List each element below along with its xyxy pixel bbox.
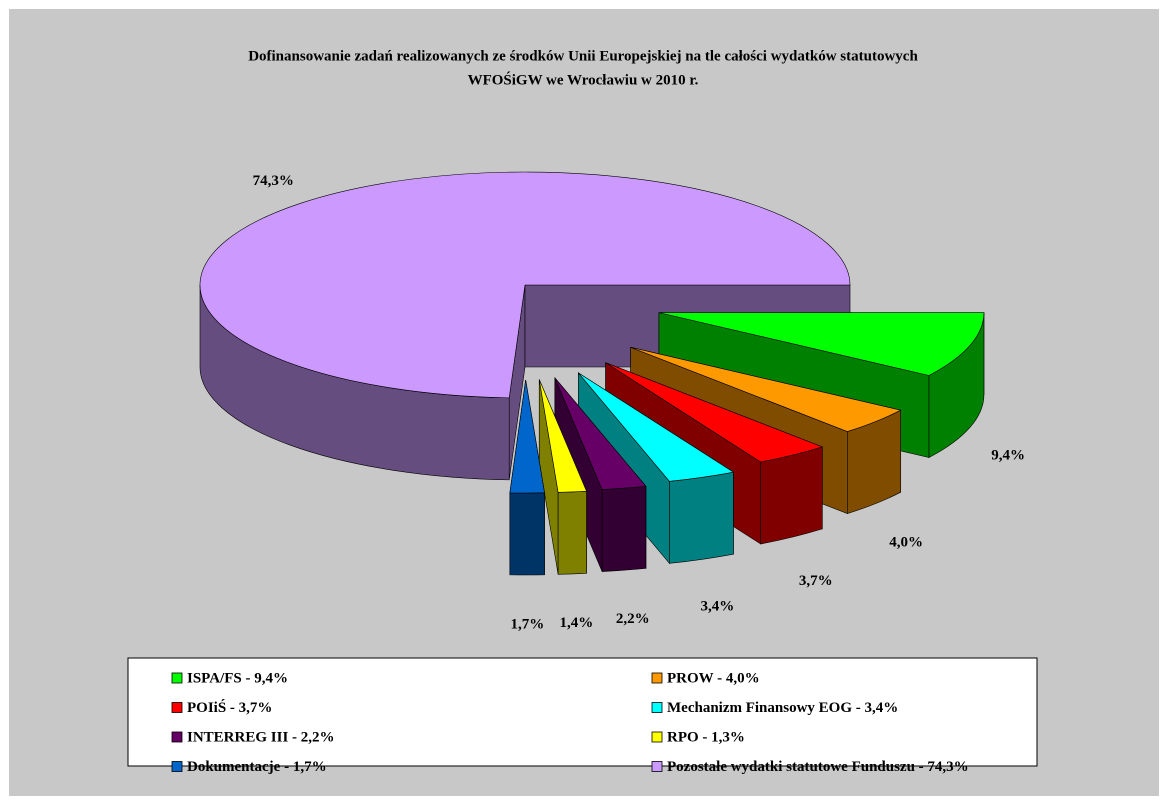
slice-side [669, 471, 734, 564]
data-label: 74,3% [253, 173, 294, 189]
slice [578, 372, 735, 482]
slice-side [509, 492, 545, 576]
slice-side [557, 490, 587, 575]
legend-swatch [651, 731, 663, 743]
data-label: 1,4% [560, 615, 594, 631]
legend-swatch [651, 702, 663, 713]
data-label: 4,0% [889, 535, 923, 551]
legend-swatch [171, 761, 183, 772]
legend-label: RPO - 1,3% [667, 729, 745, 745]
legend-label: Mechanizm Finansowy EOG - 3,4% [667, 700, 898, 716]
legend-label: PROW - 4,0% [667, 670, 760, 686]
data-label: 2,2% [616, 611, 650, 627]
data-label: 3,7% [799, 573, 833, 589]
slice-side [601, 485, 647, 572]
data-label: 1,7% [511, 616, 545, 632]
slice [605, 362, 824, 463]
slice [630, 347, 902, 432]
slice [509, 379, 545, 494]
slice [538, 379, 587, 493]
legend-label: Pozostałe wydatki statutowe Funduszu - 7… [667, 759, 969, 775]
data-label: 3,4% [700, 598, 734, 614]
legend-box [127, 657, 1038, 767]
legend-swatch [651, 761, 663, 772]
legend-label: POIiŚ - 3,7% [187, 699, 272, 716]
slice [554, 377, 647, 490]
chart-title: WFOŚiGW we Wrocławiu w 2010 r. [468, 71, 699, 88]
slice [199, 171, 851, 399]
legend-swatch [171, 702, 183, 713]
data-label: 9,4% [991, 448, 1025, 464]
slice [658, 312, 985, 376]
chart-title: Dofinansowanie zadań realizowanych ze śr… [248, 48, 918, 64]
legend-swatch [171, 672, 183, 684]
legend-label: ISPA/FS - 9,4% [187, 670, 288, 686]
legend-label: Dokumentacje - 1,7% [187, 759, 327, 775]
slice-side [760, 446, 823, 545]
legend-swatch [171, 731, 183, 743]
legend-swatch [651, 672, 663, 684]
legend-label: INTERREG III - 2,2% [187, 729, 335, 745]
